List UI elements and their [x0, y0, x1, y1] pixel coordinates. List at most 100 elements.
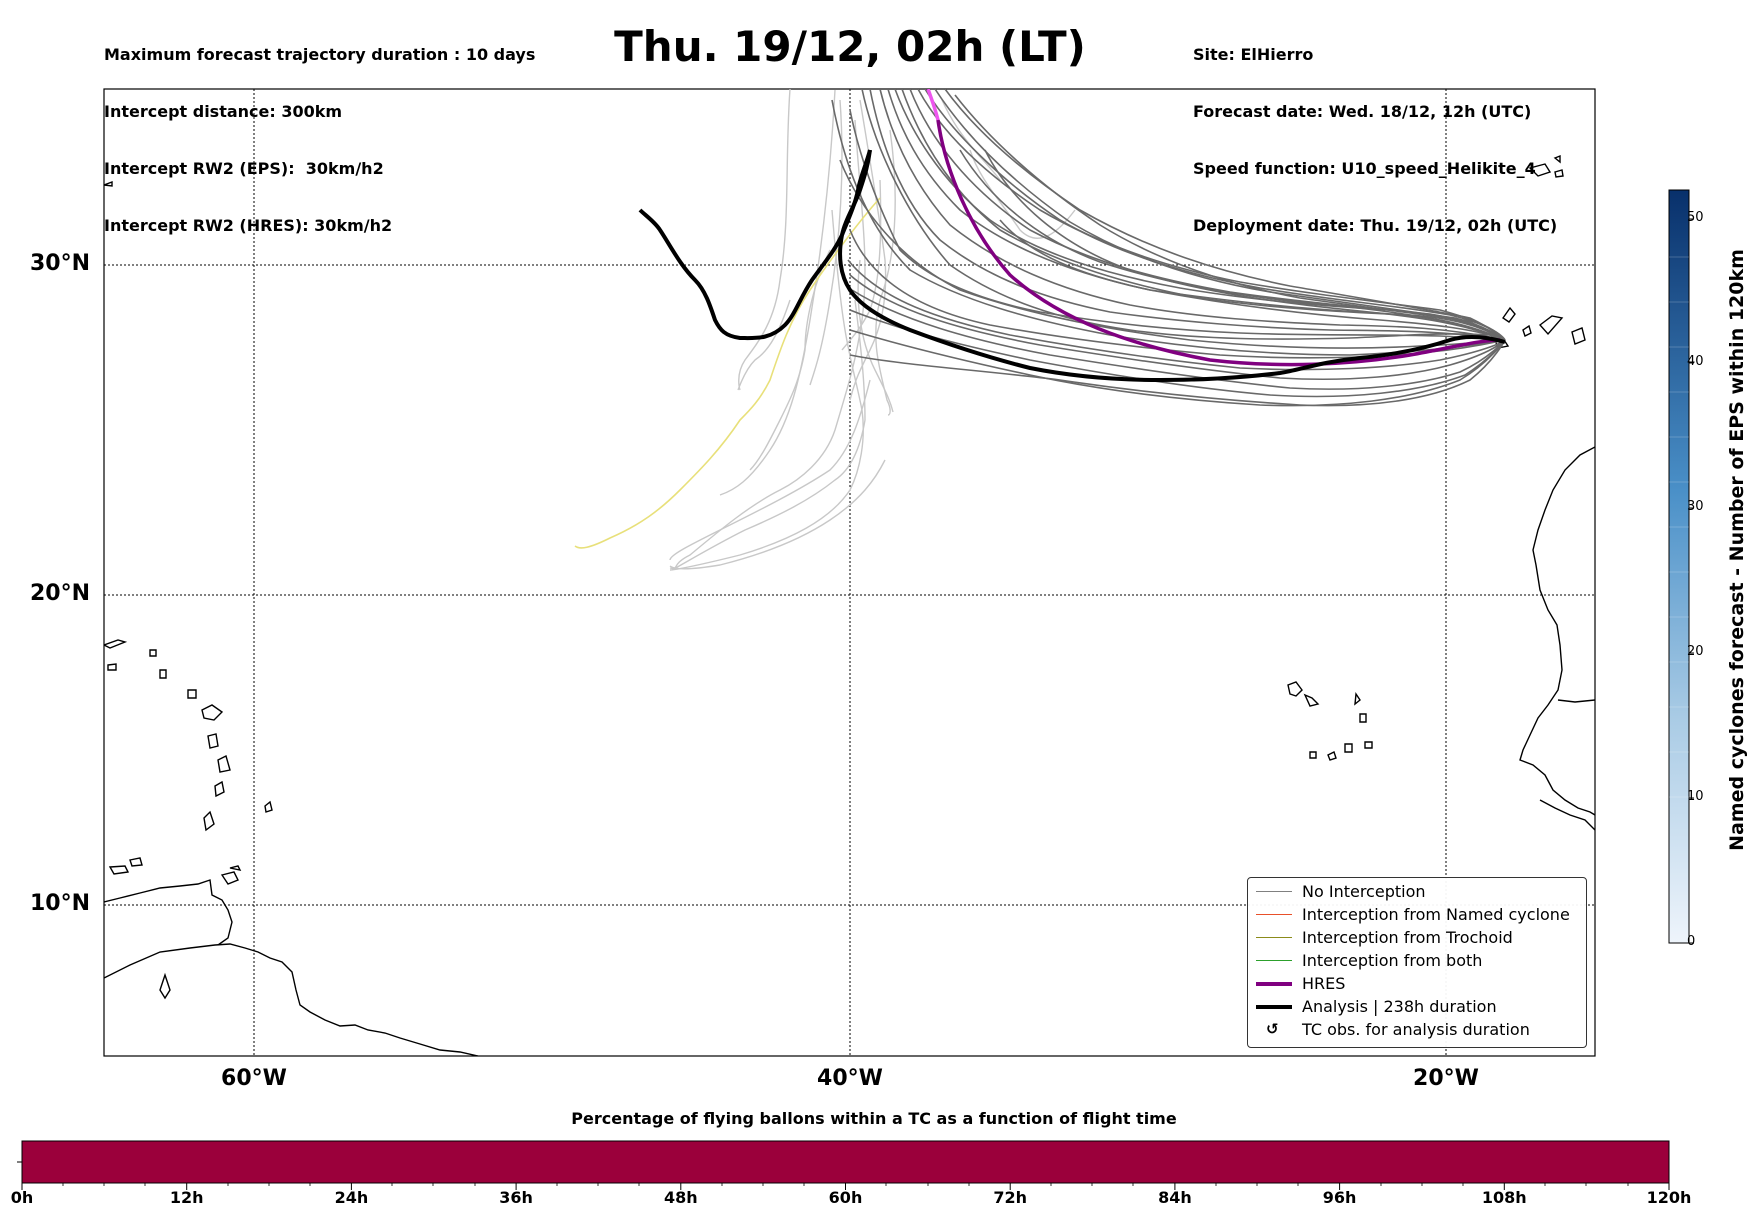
antilles-4	[203, 810, 215, 832]
trinidad	[220, 871, 239, 885]
antilles-11	[149, 649, 157, 657]
legend-swatch	[1256, 937, 1292, 938]
cape-verde-6	[1364, 741, 1373, 749]
time-bar-tick-label: 72h	[993, 1188, 1028, 1207]
time-bar-tick-label: 60h	[828, 1188, 863, 1207]
antilles-6	[217, 754, 231, 773]
header-right-line: Deployment date: Thu. 19/12, 02h (UTC)	[1193, 216, 1558, 235]
time-bar-tick-label: 12h	[169, 1188, 204, 1207]
lon-label: 60°W	[221, 1066, 287, 1091]
cape-verde-2	[1303, 693, 1320, 707]
colorbar-steps	[1669, 256, 1689, 798]
legend-swatch	[1256, 1005, 1292, 1009]
eps-traj-18	[851, 289, 1506, 390]
madeira-2	[1554, 169, 1564, 178]
analysis-upper-branch	[840, 149, 872, 236]
header-right-line: Forecast date: Wed. 18/12, 12h (UTC)	[1193, 102, 1532, 121]
colorbar-tick-label: 30	[1687, 499, 1704, 514]
time-bar-tick-label: 36h	[499, 1188, 533, 1207]
antilles-5	[214, 780, 225, 798]
header-info-left: Maximum forecast trajectory duration : 1…	[104, 7, 535, 254]
antilles-12	[104, 639, 128, 649]
caribbean-coast	[104, 879, 233, 946]
header-left-line: Maximum forecast trajectory duration : 1…	[104, 45, 536, 64]
antilles-15	[229, 865, 242, 871]
eps-traj-13	[984, 149, 1506, 341]
cape-verde-1	[1287, 681, 1303, 697]
legend-item: Interception from Trochoid	[1248, 927, 1586, 950]
west-africa-coast	[1519, 446, 1595, 816]
time-bar-tick-label: 84h	[1158, 1188, 1192, 1207]
header-left-line: Intercept RW2 (EPS): 30km/h2	[104, 159, 384, 178]
eps-traj-12	[954, 94, 1506, 341]
header-left-line: Intercept distance: 300km	[104, 102, 343, 121]
eps-light-traj-5	[849, 99, 887, 401]
antilles-3	[159, 972, 171, 1000]
time-bar-tick-label: 96h	[1322, 1188, 1357, 1207]
time-bar-tick-label: 0h	[10, 1188, 34, 1207]
madeira	[1528, 163, 1552, 177]
eps-traj-19	[849, 339, 1506, 407]
legend-label: Interception from Named cyclone	[1302, 905, 1570, 924]
eps-light-traj-10	[749, 249, 831, 471]
lat-label: 20°N	[29, 581, 90, 606]
eps-light-traj-14	[737, 299, 791, 391]
antilles-10	[159, 669, 167, 679]
header-right-line: Speed function: U10_speed_Helikite_4	[1193, 159, 1536, 178]
analysis-trajectory	[638, 149, 1506, 383]
antilles-2	[129, 857, 143, 867]
eps-traj-17	[849, 274, 1506, 381]
antilles-14	[104, 180, 113, 187]
legend-swatch	[1256, 914, 1292, 915]
canary-1	[1502, 306, 1516, 323]
legend-item: ↺ TC obs. for analysis duration	[1248, 1019, 1586, 1042]
eps-yellow-trajectory	[574, 197, 881, 549]
colorbar-tick-label: 50	[1687, 210, 1704, 225]
colorbar-tick-label: 20	[1687, 644, 1704, 659]
eps-gray-trajectories	[831, 89, 1506, 407]
time-bar-fill	[21, 1140, 1670, 1184]
antilles-16	[264, 800, 273, 813]
colorbar-tick-label: 0	[1687, 934, 1696, 949]
antilles-1	[108, 865, 130, 875]
madeira-3	[1553, 154, 1561, 164]
eps-light-traj-11	[671, 299, 866, 571]
lat-label: 30°N	[29, 251, 90, 276]
legend-swatch	[1256, 960, 1292, 961]
eps-traj-21	[849, 309, 1506, 398]
time-bar-tick-label: 48h	[663, 1188, 698, 1207]
legend-item: Interception from Named cyclone	[1248, 904, 1586, 927]
time-bar-tick-label: 108h	[1481, 1188, 1527, 1207]
eps-traj-11	[944, 89, 1506, 341]
eps-light-traj-1	[738, 89, 791, 391]
lon-label: 20°W	[1413, 1066, 1479, 1091]
colorbar	[1668, 189, 1694, 944]
hres-traj-light	[926, 89, 940, 121]
antilles-8	[201, 704, 224, 721]
colorbar-title-text: Named cyclones forecast - Number of EPS …	[1726, 249, 1748, 851]
legend-swatch	[1256, 982, 1292, 986]
eps-light-traj-12	[669, 209, 864, 571]
lat-label: 10°N	[29, 891, 90, 916]
eps-traj-10	[934, 89, 1506, 341]
page-title: Thu. 19/12, 02h (LT)	[614, 22, 1086, 71]
colorbar-tick-label: 40	[1687, 354, 1704, 369]
canary-2	[1522, 324, 1532, 337]
legend-item: Interception from both	[1248, 950, 1586, 973]
eps-light-traj-7	[875, 129, 896, 416]
antilles-13	[107, 663, 117, 671]
legend-label: Interception from both	[1302, 951, 1483, 970]
time-bar-ticks	[21, 1183, 1670, 1190]
cape-verde-4	[1359, 713, 1367, 723]
legend-label: Interception from Trochoid	[1302, 928, 1513, 947]
antilles-9	[187, 689, 197, 699]
eps-traj-14	[849, 109, 1506, 341]
eps-traj-20	[849, 329, 1506, 407]
colorbar-title: Named cyclones forecast - Number of EPS …	[1722, 160, 1748, 940]
legend-label: HRES	[1302, 974, 1346, 993]
eps-traj-16	[847, 259, 1506, 371]
eps-light-traj-8	[857, 259, 894, 413]
africa-coast-2	[1557, 699, 1595, 703]
eps-light-traj-3	[809, 99, 843, 386]
